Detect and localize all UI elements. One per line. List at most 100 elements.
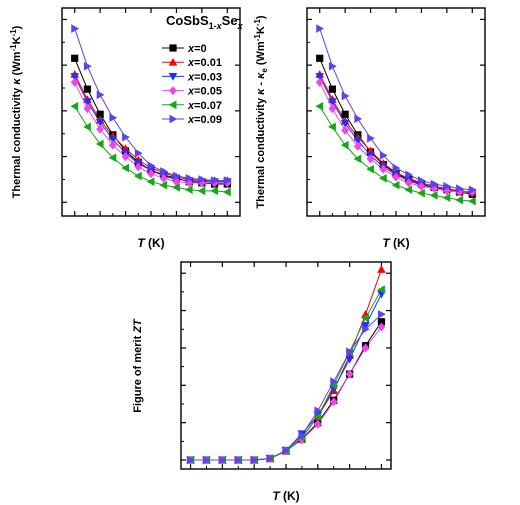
data-point: [313, 419, 322, 429]
data-point: [147, 169, 155, 179]
legend-label-value: =0.05: [194, 86, 222, 98]
data-point: [147, 161, 156, 171]
y-axis-label-close: ): [11, 25, 23, 29]
data-point: [429, 191, 438, 200]
y-axis-label-sup1: -1: [9, 44, 18, 52]
y-axis-label-text: Thermal conductivity: [11, 85, 23, 199]
data-point: [159, 180, 168, 190]
legend-label: x=0.03: [187, 71, 222, 83]
y-axis-label-kappa: κ: [255, 88, 267, 95]
y-axis-label-text: Thermal conductivity: [255, 95, 267, 209]
data-point: [316, 54, 324, 62]
data-point: [361, 322, 370, 330]
data-point: [455, 195, 464, 205]
legend-marker: [169, 86, 177, 96]
data-point: [341, 110, 349, 118]
data-point: [377, 309, 386, 319]
data-point: [95, 139, 104, 149]
data-point: [430, 179, 439, 189]
data-point: [404, 178, 413, 188]
y-axis-label-kappa: κ: [11, 78, 23, 85]
data-point: [187, 455, 195, 465]
x-axis-label-unit: (K): [280, 489, 300, 503]
y-axis-label-symbol: ZT: [132, 318, 144, 334]
y-axis-label-text: Figure of merit: [132, 333, 144, 413]
data-point: [467, 196, 476, 206]
legend-label: x=0.07: [187, 100, 222, 112]
legend-label-var: x: [187, 43, 195, 55]
legend-title-sub: 1-: [209, 21, 217, 31]
data-point: [345, 355, 354, 364]
data-point: [71, 54, 79, 62]
data-point: [392, 172, 400, 182]
data-point: [341, 125, 350, 135]
data-point: [234, 455, 243, 465]
data-point: [83, 98, 92, 107]
data-point: [70, 101, 79, 111]
data-point: [71, 24, 80, 33]
data-point: [328, 98, 337, 107]
data-point: [108, 153, 117, 163]
data-point: [379, 164, 388, 174]
data-point: [417, 188, 425, 198]
legend-marker: [169, 114, 178, 124]
data-point: [109, 113, 118, 123]
data-point: [197, 186, 206, 196]
legend-label-var: x: [187, 100, 195, 112]
data-point: [391, 180, 400, 190]
legend-label-var: x: [187, 57, 195, 69]
legend: CoSbS1-xSexx=0x=0.01x=0.03x=0.05x=0.07x=…: [162, 13, 244, 126]
data-point: [442, 193, 451, 203]
data-point: [96, 90, 105, 100]
data-point: [298, 431, 307, 440]
data-point: [417, 176, 426, 185]
data-point: [405, 170, 414, 180]
data-point: [146, 177, 155, 187]
legend-marker: [169, 44, 177, 52]
data-point: [223, 176, 232, 185]
legend-label-var: x: [187, 86, 195, 98]
data-point: [185, 173, 194, 183]
data-point: [456, 184, 464, 193]
data-point: [362, 324, 370, 334]
data-point: [328, 104, 337, 114]
data-point: [96, 124, 105, 134]
data-point: [353, 141, 362, 151]
data-point: [328, 61, 337, 71]
data-point: [367, 133, 375, 143]
data-point: [172, 171, 181, 181]
y-axis-label-sub-e: e: [260, 68, 269, 73]
legend-label: x=0: [187, 43, 207, 55]
panel-a: T (K)Thermal conductivity κ (Wm-1K-1): [9, 7, 241, 250]
legend-label-value: =0.07: [194, 100, 222, 112]
data-point: [250, 455, 259, 465]
data-point: [198, 175, 207, 184]
data-point: [83, 85, 92, 93]
data-point: [96, 110, 104, 118]
data-point: [160, 167, 169, 176]
x-axis-label-unit: (K): [390, 236, 410, 250]
data-point: [366, 154, 375, 164]
y-axis-label-minus: -: [255, 79, 267, 89]
data-point: [133, 171, 142, 181]
y-axis-label-unit-k: K: [11, 36, 23, 44]
legend-title-se: Se: [222, 13, 238, 28]
data-point: [377, 322, 386, 332]
legend-label: x=0.05: [187, 86, 222, 98]
legend-label-value: =0.03: [194, 71, 222, 83]
data-point: [70, 73, 80, 81]
data-point: [340, 119, 350, 128]
data-point: [346, 347, 354, 356]
data-point: [366, 164, 375, 174]
data-point: [83, 61, 92, 71]
data-point: [340, 140, 349, 150]
data-point: [108, 135, 118, 144]
data-point: [315, 101, 324, 111]
data-point: [404, 185, 413, 195]
x-axis-label-symbol: T: [272, 489, 281, 503]
data-point: [134, 148, 143, 158]
data-point: [313, 412, 322, 422]
x-axis-label-symbol: T: [382, 236, 391, 250]
